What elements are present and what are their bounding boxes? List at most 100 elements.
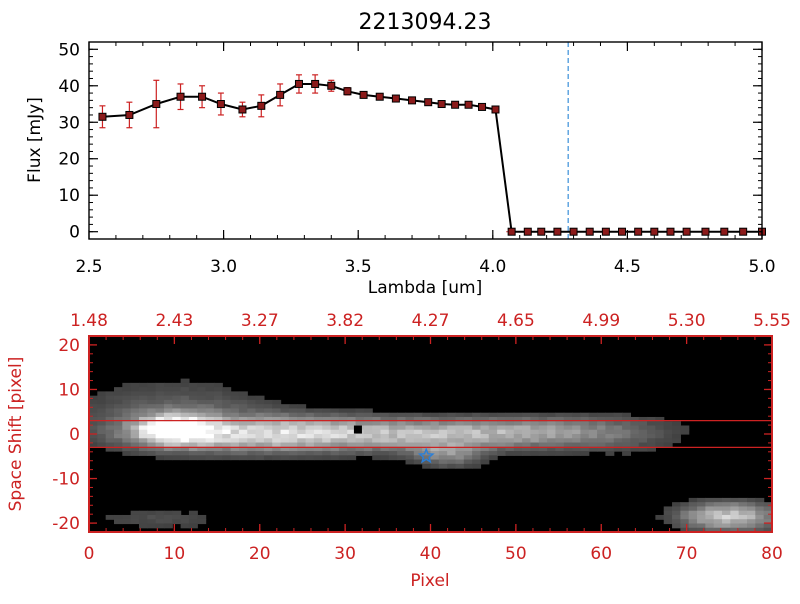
image-pixel [222, 408, 232, 414]
image-pixel [338, 421, 348, 427]
image-pixel [297, 412, 307, 418]
shift-tick-label: 0 [69, 425, 80, 445]
image-pixel [172, 446, 182, 452]
image-pixel [438, 442, 448, 448]
image-pixel [680, 506, 690, 512]
image-pixel [130, 421, 140, 427]
image-pixel [247, 438, 257, 444]
image-pixel [555, 421, 565, 427]
image-pixel [197, 416, 207, 422]
image-pixel [513, 412, 523, 418]
image-pixel [180, 416, 190, 422]
image-pixel [363, 421, 373, 427]
image-pixel [338, 438, 348, 444]
image-pixel [188, 412, 198, 418]
image-pixel [730, 497, 740, 503]
image-pixel [247, 429, 257, 435]
image-pixel [738, 506, 748, 512]
image-pixel [213, 425, 223, 431]
image-pixel [630, 442, 640, 448]
image-pixel [588, 446, 598, 452]
pixel-tick-label: 0 [84, 544, 95, 564]
image-pixel [663, 425, 673, 431]
image-pixel [655, 429, 665, 435]
image-pixel [263, 446, 273, 452]
image-pixel [330, 442, 340, 448]
image-pixel [672, 502, 681, 508]
image-pixel [488, 442, 498, 448]
wavelength-tick-label: 5.30 [668, 311, 706, 331]
image-pixel [713, 497, 723, 503]
flux-point [152, 100, 161, 109]
image-pixel [138, 412, 148, 418]
image-pixel [397, 446, 407, 452]
image-pixel [388, 446, 398, 452]
image-pixel [230, 395, 240, 401]
image-pixel [488, 416, 498, 422]
image-pixel [172, 514, 182, 520]
wavelength-tick-label: 4.99 [582, 311, 620, 331]
image-pixel [555, 438, 565, 444]
image-pixel [163, 519, 173, 525]
image-pixel [297, 455, 307, 461]
image-pixel [472, 438, 482, 444]
image-pixel [155, 514, 165, 520]
image-pixel [113, 442, 123, 448]
x-tick-label: 4.0 [479, 257, 506, 277]
y-tick-label: 10 [58, 186, 80, 206]
image-pixel [138, 429, 148, 435]
image-pixel [413, 416, 423, 422]
x-tick-label: 3.5 [345, 257, 372, 277]
image-pixel [580, 425, 590, 431]
image-pixel [605, 438, 615, 444]
image-pixel [722, 523, 731, 529]
image-pixel [422, 438, 432, 444]
image-pixel [430, 442, 440, 448]
image-pixel [89, 404, 98, 410]
image-pixel [372, 446, 382, 452]
image-pixel [613, 429, 623, 435]
image-pixel [388, 416, 398, 422]
image-pixel [138, 438, 148, 444]
image-pixel [138, 442, 148, 448]
image-pixel [547, 416, 557, 422]
image-pixel [130, 446, 140, 452]
image-pixel [755, 519, 765, 525]
image-pixel [272, 421, 282, 427]
image-pixel [405, 416, 415, 422]
image-pixel [738, 527, 748, 533]
image-pixel [455, 463, 465, 469]
image-pixel [422, 455, 432, 461]
image-pixel [230, 425, 240, 431]
image-pixel [347, 455, 357, 461]
image-pixel [213, 399, 223, 405]
image-pixel [97, 438, 107, 444]
image-pixel [338, 442, 348, 448]
pixel-tick-label: 50 [505, 544, 527, 564]
image-pixel [330, 434, 340, 439]
image-pixel [338, 425, 348, 431]
image-pixel [197, 408, 207, 414]
image-pixel [255, 438, 265, 444]
image-pixel [763, 506, 773, 512]
image-pixel [97, 425, 107, 431]
image-pixel [147, 416, 157, 422]
image-pixel [247, 399, 257, 405]
image-pixel [638, 438, 648, 444]
image-pixel [547, 412, 557, 418]
image-pixel [222, 412, 232, 418]
image-pixel [222, 446, 232, 452]
image-pixel [330, 455, 340, 461]
image-pixel [613, 438, 623, 444]
image-pixel [438, 446, 448, 452]
image-pixel [89, 425, 98, 431]
flux-point [327, 81, 336, 90]
image-pixel [305, 416, 315, 422]
image-pixel [730, 510, 740, 516]
image-pixel [297, 451, 307, 456]
y-tick-label: 50 [58, 40, 80, 60]
image-pixel [197, 395, 207, 401]
image-pixel [155, 510, 165, 516]
image-pixel [163, 425, 173, 431]
image-pixel [188, 399, 198, 405]
